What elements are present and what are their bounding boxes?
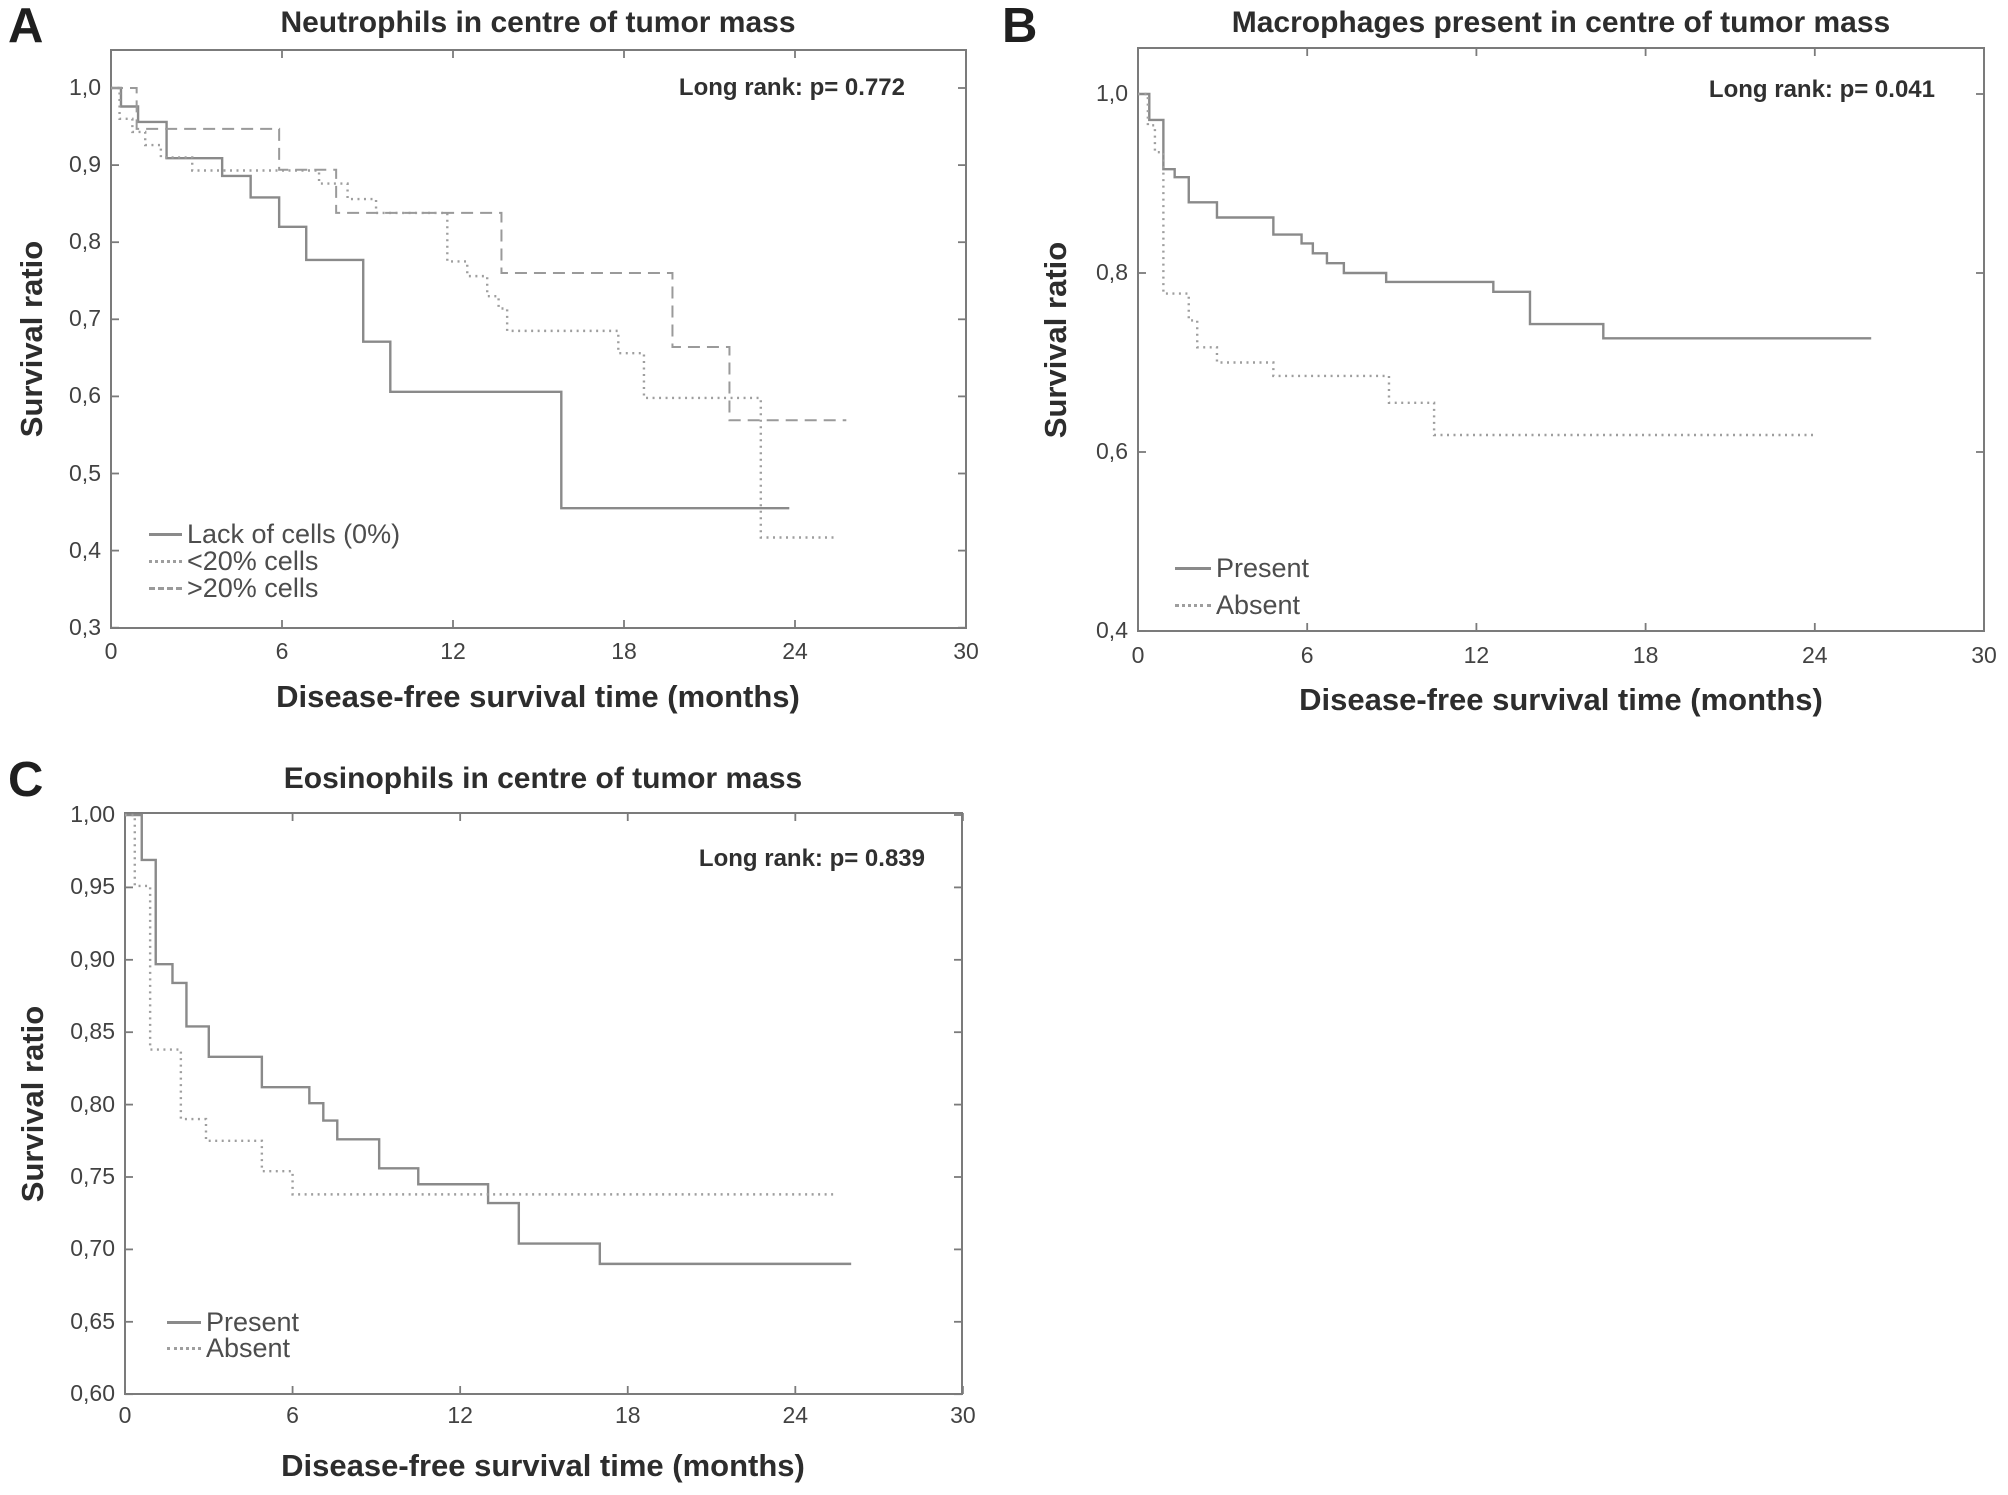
panel-b-plot-frame [1137, 47, 1985, 632]
panel-a-y-tick-label: 0,8 [69, 228, 101, 255]
panel-b-y-tick-label: 0,8 [1096, 259, 1128, 285]
panel-b-x-tick-label: 12 [1463, 642, 1490, 668]
panel-c-legend-line-solid [167, 1320, 201, 1324]
panel-c-y-tick-label: 0,90 [70, 945, 115, 972]
panel-b-legend-line-dotted [1175, 603, 1211, 607]
panel-a-y-tick-label: 0,5 [69, 459, 101, 486]
panel-b-x-tick-label: 18 [1632, 642, 1659, 668]
panel-c-y-tick-label: 0,80 [70, 1090, 115, 1117]
panel-a-curve-dashed [111, 87, 847, 422]
panel-b-x-tick-label: 24 [1802, 642, 1828, 668]
panel-c-y-tick-label: 0,65 [70, 1307, 115, 1334]
panel-a-title: Neutrophils in centre of tumor mass [280, 6, 796, 39]
panel-a-y-tick-label: 0,3 [69, 613, 101, 640]
panel-c-legend-label: Absent [206, 1332, 291, 1363]
panel-c-x-tick-label: 18 [614, 1402, 641, 1428]
panel-a-y-tick-label: 0,6 [69, 382, 101, 409]
panel-c-y-tick-label: 0,60 [70, 1380, 115, 1407]
panel-b-legend-item: Absent [1175, 590, 1300, 620]
panel-a-x-tick-label: 24 [782, 638, 808, 664]
panel-c-y-tick-label: 1,00 [70, 801, 115, 827]
panel-a-legend-item: <20% cells [149, 546, 318, 576]
panel-a-letter: A [8, 0, 44, 53]
panel-a-legend-label: Lack of cells (0%) [187, 518, 401, 549]
panel-a-plot-frame [110, 49, 967, 629]
panel-a-legend-line-dotted [149, 559, 182, 563]
panel-b-y-tick-label: 0,4 [1096, 617, 1128, 643]
panel-c-legend-item: Absent [167, 1333, 290, 1363]
panel-c-y-tick-label: 0,70 [70, 1235, 115, 1262]
panel-a-legend-label: >20% cells [187, 572, 319, 603]
panel-b-pvalue: Long rank: p= 0.041 [1708, 76, 1935, 103]
panel-c-title: Eosinophils in centre of tumor mass [283, 762, 803, 795]
panel-b-letter: B [1002, 0, 1038, 53]
panel-b-legend-label: Absent [1216, 589, 1301, 620]
panel-b-title: Macrophages present in centre of tumor m… [1231, 6, 1891, 39]
panel-c-y-tick-label: 0,85 [70, 1018, 115, 1045]
panel-c-x-tick-label: 12 [447, 1402, 473, 1428]
panel-b-curve-dotted [1138, 92, 1815, 437]
panel-c-x-tick-label: 0 [118, 1402, 132, 1428]
panel-a-legend-line-solid [149, 532, 182, 536]
panel-b-x-tick-label: 30 [1971, 642, 1997, 668]
panel-b-xaxis-label: Disease-free survival time (months) [1299, 682, 1823, 717]
panel-c-x-tick-label: 6 [286, 1402, 299, 1428]
panel-b-legend-line-solid [1175, 566, 1211, 570]
panel-b-legend-item: Present [1175, 553, 1309, 583]
panel-c-y-tick-label: 0,95 [70, 873, 115, 900]
panel-c-xaxis-label: Disease-free survival time (months) [281, 1448, 805, 1483]
panel-c-x-tick-label: 30 [950, 1402, 976, 1428]
panel-a-pvalue: Long rank: p= 0.772 [678, 74, 905, 101]
panel-c-legend-line-dotted [167, 1346, 201, 1350]
panel-a-y-tick-label: 0,9 [69, 151, 101, 178]
panel-a-x-tick-label: 30 [953, 638, 979, 664]
panel-b-y-tick-label: 1,0 [1096, 80, 1128, 106]
panel-c-legend-label: Present [206, 1306, 300, 1337]
panel-c-plot-frame [124, 812, 963, 1395]
panel-b-legend-label: Present [1216, 552, 1310, 583]
panel-a-x-tick-label: 18 [611, 638, 637, 664]
panel-a-curve-solid [111, 86, 790, 510]
panel-a-legend-line-dashed [149, 586, 182, 590]
panel-a-legend-item: Lack of cells (0%) [149, 519, 400, 549]
panel-c-y-tick-label: 0,75 [70, 1163, 115, 1189]
panel-a-y-tick-label: 0,7 [69, 305, 101, 332]
panel-c-pvalue: Long rank: p= 0.839 [698, 845, 925, 872]
panel-c-curve-solid [125, 813, 852, 1266]
panel-c-legend-item: Present [167, 1307, 299, 1337]
panel-a-x-tick-label: 0 [104, 638, 118, 664]
panel-c-x-tick-label: 24 [782, 1402, 809, 1428]
panel-a-legend-item: >20% cells [149, 573, 318, 603]
panel-a-x-tick-label: 12 [440, 638, 466, 664]
panel-b-curve-solid [1138, 92, 1872, 340]
panel-a-legend-label: <20% cells [187, 545, 319, 576]
panel-a-xaxis-label: Disease-free survival time (months) [276, 679, 800, 714]
panel-b-x-tick-label: 6 [1300, 642, 1314, 668]
panel-c-letter: C [8, 753, 44, 807]
panel-a-curve-dotted [111, 86, 838, 539]
panel-b-y-tick-label: 0,6 [1096, 438, 1128, 464]
panel-a-y-tick-label: 0,4 [69, 536, 101, 563]
panel-a-x-tick-label: 6 [275, 638, 289, 664]
panel-a-y-tick-label: 1,0 [69, 74, 101, 100]
panel-b-x-tick-label: 0 [1131, 642, 1145, 668]
